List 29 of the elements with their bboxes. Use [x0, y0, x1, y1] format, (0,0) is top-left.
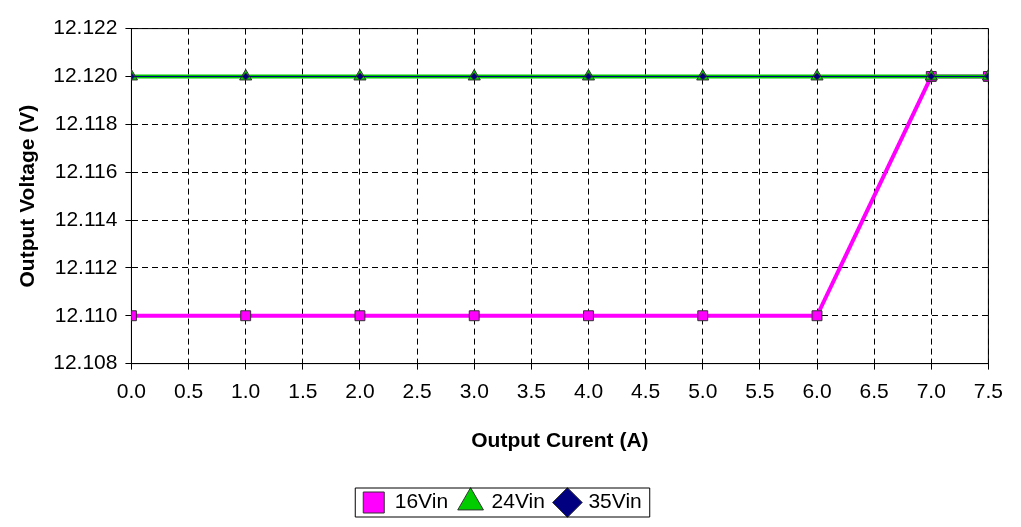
x-tick-label: 3.5	[516, 379, 546, 402]
x-tick-label: 0.5	[173, 379, 204, 402]
x-tick-label: 5.5	[745, 379, 775, 402]
x-tick-label: 6.5	[859, 379, 889, 402]
x-tick-label: 0.0	[116, 379, 147, 402]
x-tick-label: 1.5	[288, 379, 318, 402]
y-tick-label: 12.122	[53, 15, 118, 39]
y-tick-label: 12.110	[54, 302, 118, 326]
x-tick-label: 5.0	[688, 379, 718, 402]
legend-label: 35Vin	[588, 489, 642, 513]
x-tick-label: 7.5	[973, 379, 1004, 402]
legend-label: 24Vin	[491, 489, 545, 513]
y-tick-label: 12.120	[53, 63, 118, 87]
y-tick-label: 12.112	[54, 254, 118, 278]
x-tick-label: 7.0	[916, 379, 946, 402]
x-tick-label: 2.0	[345, 379, 375, 402]
x-tick-label: 1.0	[231, 379, 261, 402]
y-axis-title: Output Voltage (V)	[15, 104, 39, 288]
y-tick-label: 12.118	[54, 111, 118, 135]
y-tick-label: 12.116	[54, 158, 118, 182]
x-axis-title: Output Curent (A)	[471, 428, 649, 452]
y-tick-label: 12.108	[53, 350, 118, 374]
x-tick-label: 6.0	[802, 379, 832, 402]
x-tick-label: 3.0	[459, 379, 489, 402]
y-tick-label: 12.114	[54, 206, 118, 230]
x-tick-label: 4.0	[573, 379, 604, 402]
x-tick-label: 2.5	[402, 379, 432, 402]
legend-label: 16Vin	[394, 489, 449, 513]
x-tick-label: 4.5	[631, 379, 661, 402]
